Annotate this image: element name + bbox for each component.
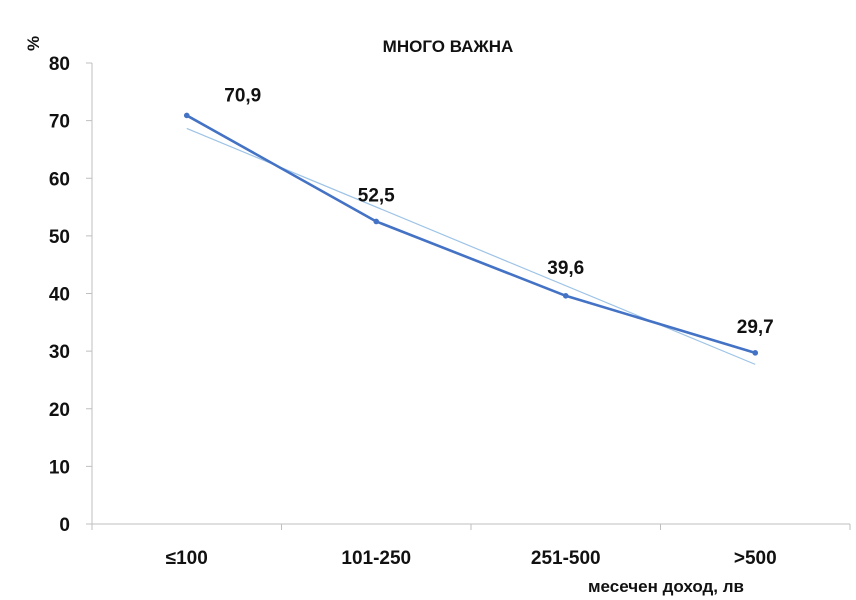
series-polyline bbox=[186, 114, 756, 355]
data-label: 29,7 bbox=[737, 317, 774, 338]
x-tick-label: 251-500 bbox=[531, 548, 601, 569]
x-tick-label: >500 bbox=[734, 548, 777, 569]
x-tick-label: 101-250 bbox=[341, 548, 411, 569]
data-labels: 70,9 52,5 39,6 29,7 bbox=[224, 85, 773, 337]
y-tick-label: 0 bbox=[59, 515, 70, 536]
y-tick-label: 80 bbox=[49, 54, 70, 75]
y-tick-label: 70 bbox=[49, 112, 70, 133]
axes bbox=[91, 63, 850, 525]
data-point bbox=[373, 218, 380, 225]
y-tick-label: 30 bbox=[49, 342, 70, 363]
data-label: 39,6 bbox=[547, 258, 584, 279]
x-tick-label: ≤100 bbox=[166, 548, 208, 569]
data-point bbox=[562, 293, 569, 299]
y-axis-ticks: 0 10 20 30 40 50 60 70 80 bbox=[49, 54, 92, 536]
chart-title: МНОГО ВАЖНА bbox=[383, 37, 514, 56]
series-line bbox=[183, 112, 759, 356]
y-tick-label: 20 bbox=[49, 400, 70, 421]
data-label: 52,5 bbox=[358, 185, 395, 206]
y-axis-title: % bbox=[24, 36, 43, 51]
y-tick-label: 10 bbox=[49, 457, 70, 478]
data-label: 70,9 bbox=[224, 85, 261, 106]
data-point bbox=[183, 112, 190, 119]
y-tick-label: 60 bbox=[49, 169, 70, 190]
y-tick-label: 50 bbox=[49, 227, 70, 248]
x-axis-ticks: ≤100 101-250 251-500 >500 bbox=[91, 524, 851, 569]
y-tick-label: 40 bbox=[49, 285, 70, 306]
data-point bbox=[752, 350, 759, 356]
x-axis-title: месечен доход, лв bbox=[588, 577, 744, 596]
